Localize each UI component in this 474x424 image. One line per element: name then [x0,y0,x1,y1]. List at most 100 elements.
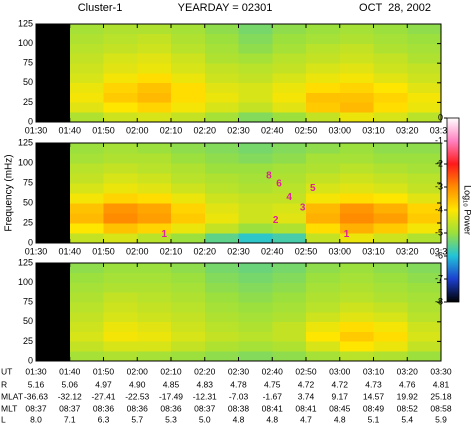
heatmap-cell [69,153,104,164]
heatmap-cell [103,24,138,35]
heatmap-cell [204,24,239,35]
table-cell: 08:37 [25,403,47,413]
heatmap-cell [171,183,206,194]
heatmap-cell [204,33,239,44]
heatmap-cell [171,43,206,54]
heatmap-cell [171,292,206,303]
y-tick-label: 25 [23,97,33,107]
heatmap-cell [103,223,138,234]
heatmap-cell [373,193,408,204]
date: OCT 28, 2002 [359,2,431,14]
table-cell: 5.4 [401,414,413,424]
heatmap-cell [306,223,341,234]
y-tick-label: 75 [23,177,33,187]
heatmap-cell [373,63,408,74]
heatmap-cell [407,73,442,84]
heatmap-cell [339,193,374,204]
heatmap-cell [238,223,273,234]
heatmap-cell [137,263,172,274]
heatmap-cell [69,73,104,84]
table-cell: -36.63 [24,391,48,401]
heatmap-cell [238,43,273,54]
heatmap-cell [407,302,442,313]
heatmap-cell [171,163,206,174]
colorbar-tick-label: -1 [435,135,443,145]
heatmap-cell [272,312,307,323]
heatmap-cell [171,193,206,204]
heatmap-cell [103,193,138,204]
x-tick-label: 03:20 [396,125,419,135]
table-cell: -1.67 [263,391,283,401]
heatmap-cell [272,63,307,74]
heatmap-cell [306,312,341,323]
heatmap-cell [306,163,341,174]
heatmap-cell [407,193,442,204]
x-tick-label: 02:50 [295,125,318,135]
heatmap-cell [137,112,172,123]
table-cell: -32.12 [58,391,82,401]
heatmap-cell [373,53,408,64]
x-tick-label: 03:10 [362,125,385,135]
table-cell: -12.31 [193,391,217,401]
heatmap-cell [272,102,307,113]
heatmap-cell [238,351,273,362]
heatmap-cell [407,183,442,194]
heatmap-cell [204,292,239,303]
heatmap-cell [238,183,273,194]
colorbar-tick-label: -4 [435,204,443,214]
heatmap-cell [69,24,104,35]
heatmap-cell [204,112,239,123]
heatmap-cell [407,143,442,154]
heatmap-cell [407,43,442,54]
heatmap-cell [306,153,341,164]
heatmap-cell [272,173,307,184]
heatmap-cell [373,203,408,214]
heatmap-cell [238,102,273,113]
heatmap-cell [407,213,442,224]
colorbar-tick-label: -6 [435,250,443,260]
heatmap-cell [137,223,172,234]
heatmap-cell [204,331,239,342]
heatmap-cell [238,173,273,184]
table-cell: 03:30 [430,366,452,376]
heatmap-cell [103,112,138,123]
heatmap-cell [137,153,172,164]
heatmap-cell [204,213,239,224]
table-cell: 4.83 [196,379,213,389]
heatmap-cell [339,112,374,123]
heatmap-cell [137,102,172,113]
heatmap-cell [272,112,307,123]
heatmap-cell [204,302,239,313]
x-tick-label: 02:10 [160,125,183,135]
heatmap-cell [171,203,206,214]
y-tick-label: 50 [23,316,33,326]
x-tick-label: 03:20 [396,246,419,256]
heatmap-cell [238,53,273,64]
heatmap-cell [373,351,408,362]
heatmap-cell [272,223,307,234]
table-row-label: UT [1,366,12,376]
heatmap-cell [272,82,307,93]
heatmap-cell [103,292,138,303]
heatmap-cell [306,53,341,64]
heatmap-cell [373,102,408,113]
heatmap-cell [407,272,442,283]
table-cell: 4.75 [264,379,281,389]
heatmap-cell [339,82,374,93]
table-cell: 08:38 [228,403,250,413]
heatmap-cell [339,63,374,74]
table-cell: 4.85 [163,379,180,389]
heatmap-cell [204,203,239,214]
heatmap-cell [69,263,104,274]
table-cell: 03:20 [397,366,419,376]
x-tick-label: 02:30 [227,125,250,135]
heatmap-cell [306,302,341,313]
heatmap-cell [137,92,172,103]
heatmap-cell [306,183,341,194]
heatmap-cell [69,33,104,44]
heatmap-cell [407,223,442,234]
heatmap-cell [69,183,104,194]
heatmap-cell [137,351,172,362]
heatmap-cell [238,292,273,303]
